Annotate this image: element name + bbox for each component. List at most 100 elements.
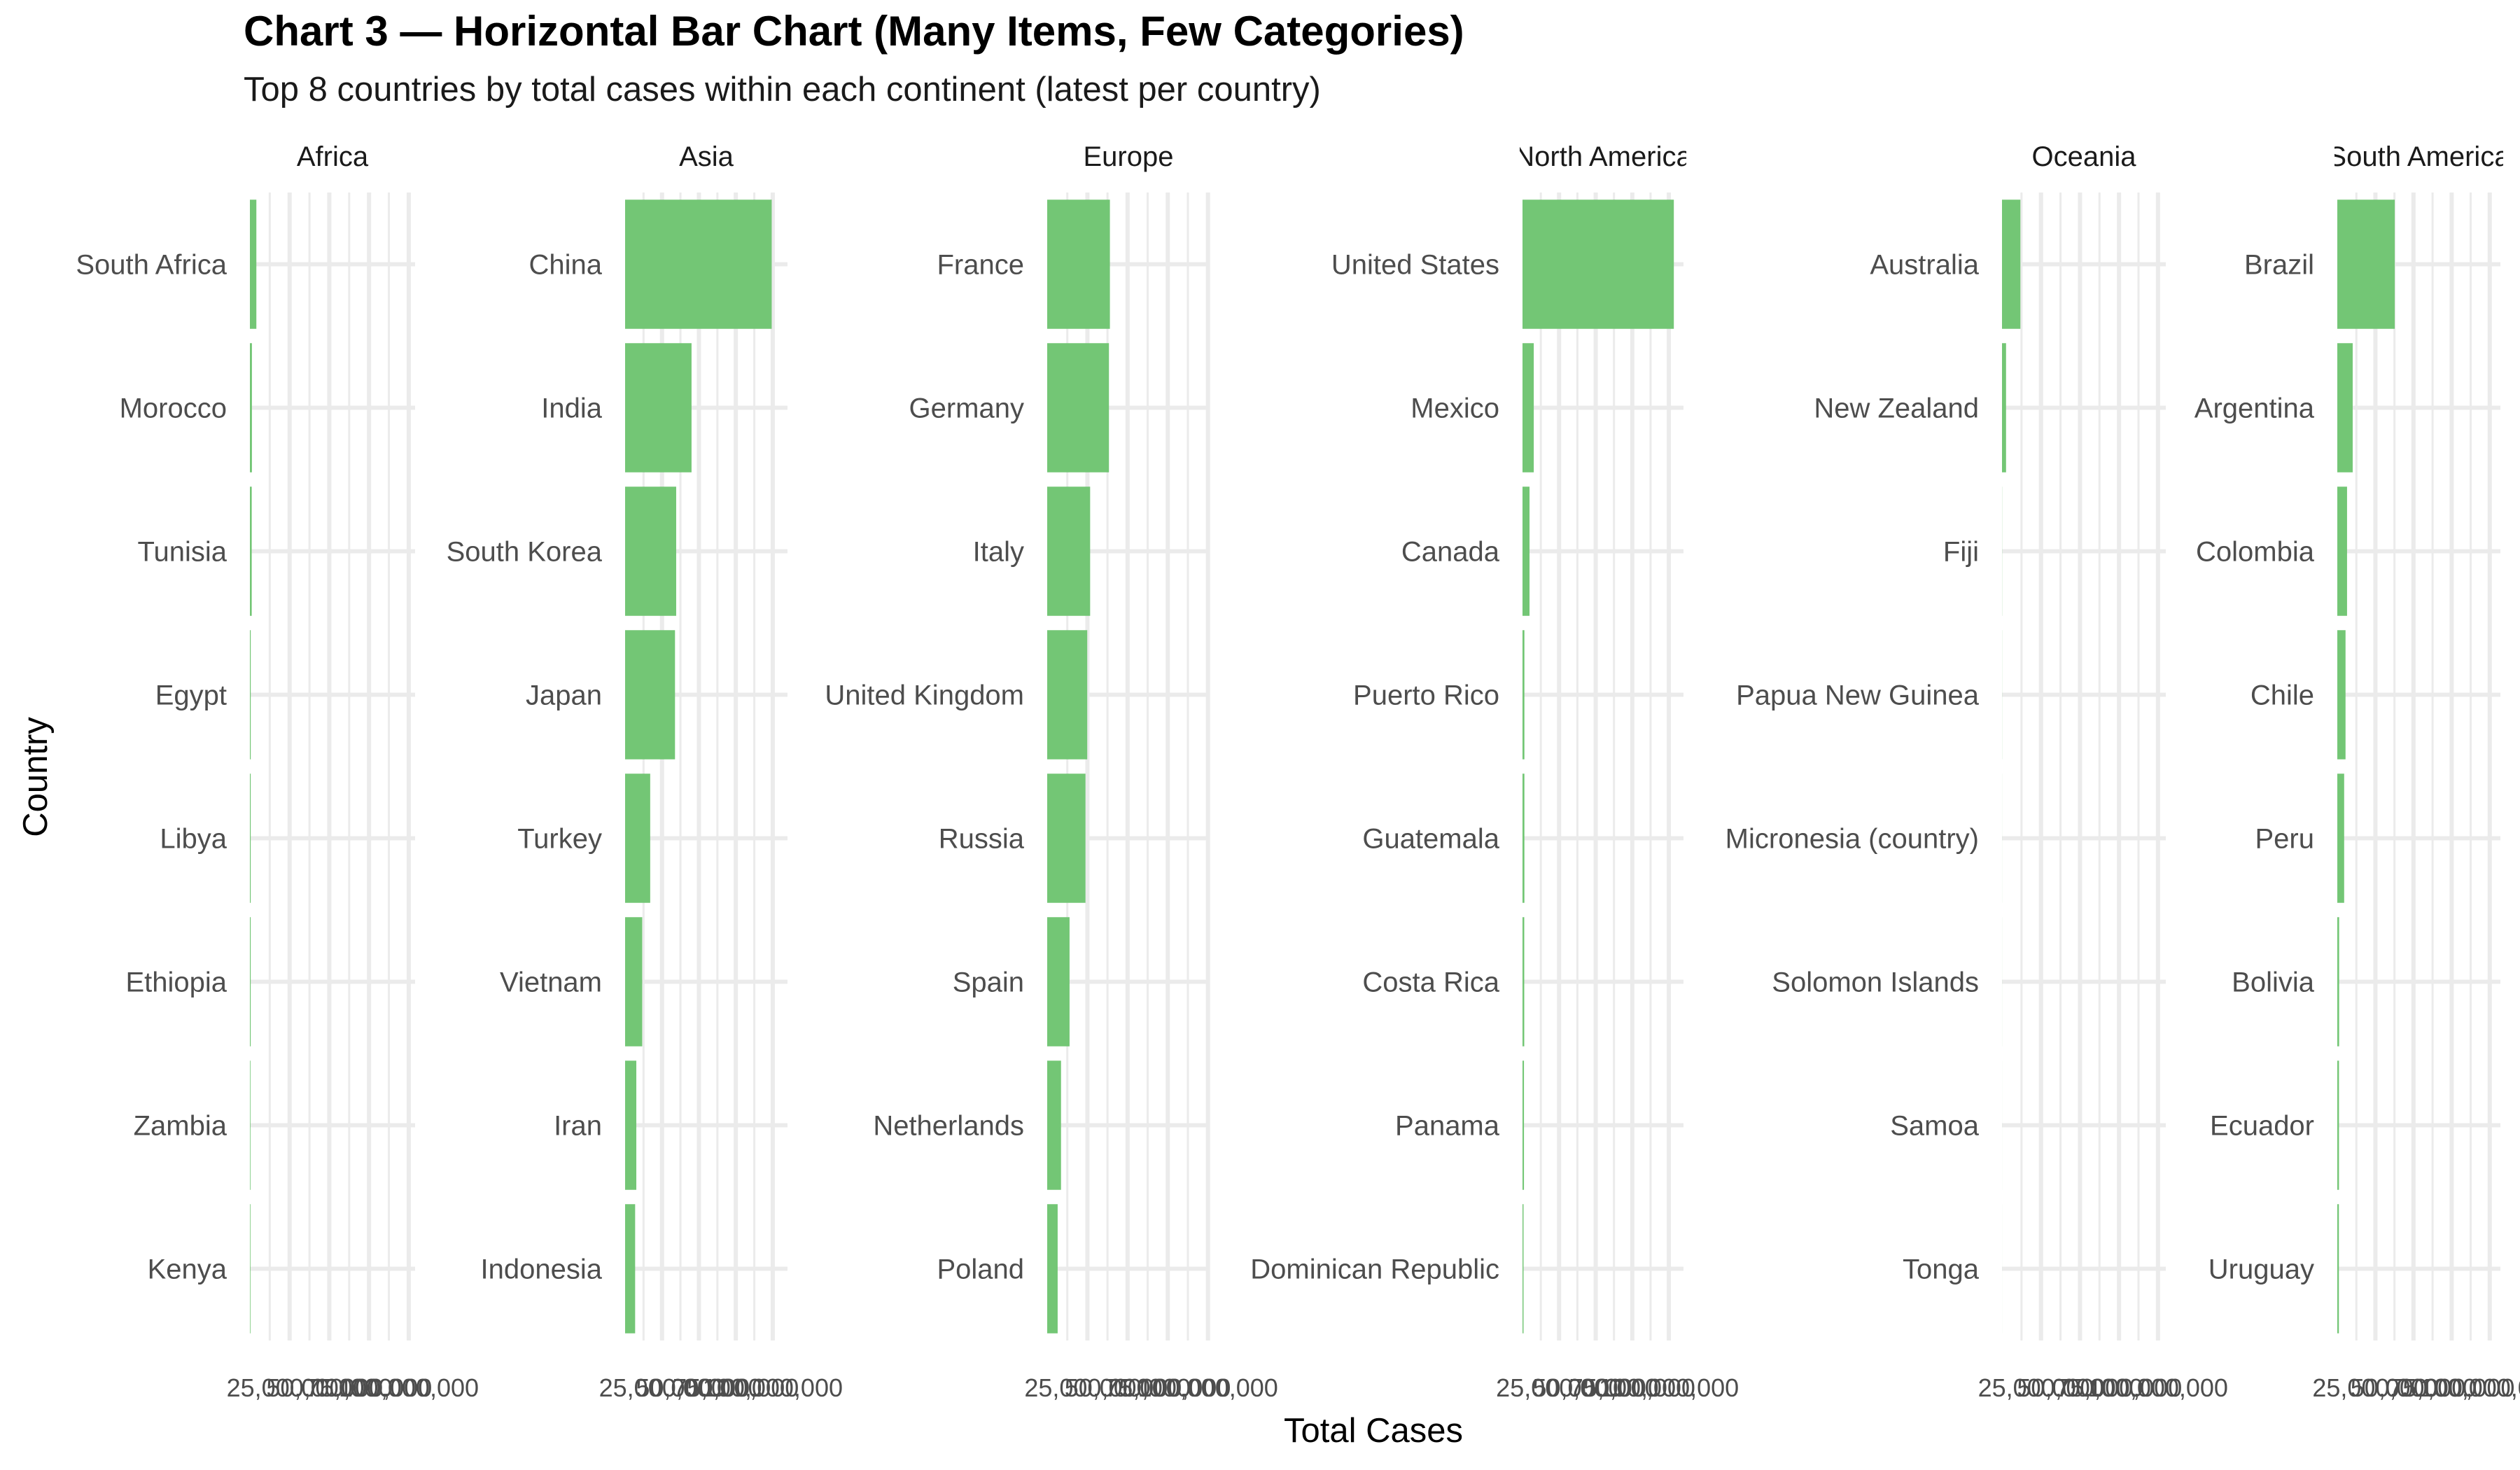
facet-strip-label: Oceania	[2032, 141, 2137, 172]
x-tick-label: 100,000,000	[1138, 1373, 1278, 1402]
facet-panel: Australia New Zealand Fiji Papua New Guinea…	[1726, 141, 2228, 1402]
category-label: Japan	[526, 680, 602, 711]
bar	[2337, 486, 2347, 616]
category-label: Dominican Republic	[1250, 1254, 1499, 1285]
category-label: Tonga	[1903, 1254, 1980, 1285]
category-label: Guatemala	[1362, 824, 1499, 855]
bar	[1047, 630, 1088, 760]
bar	[250, 630, 251, 760]
x-tick-label: 75,000,000	[2056, 1373, 2182, 1402]
bar	[625, 1204, 636, 1334]
bar	[625, 486, 676, 616]
y-axis-title: Country	[17, 717, 55, 837]
facet-panel: South Africa Morocco Tunisia Egypt Libya Ethi…	[76, 141, 479, 1402]
x-tick-label: 75,000,000	[306, 1373, 432, 1402]
bar	[1047, 1060, 1061, 1190]
category-label: Argentina	[2194, 393, 2315, 424]
category-label: South Korea	[447, 537, 603, 568]
x-tick-label: 100,000,000	[2088, 1373, 2228, 1402]
category-label: Bolivia	[2232, 967, 2315, 998]
x-tick-label: 25,000,000	[1978, 1373, 2104, 1402]
category-label: South Africa	[76, 250, 227, 281]
bar	[250, 486, 252, 616]
bar	[1047, 774, 1086, 903]
bar	[625, 1060, 637, 1190]
category-label: Brazil	[2244, 250, 2314, 281]
category-label: Solomon Islands	[1772, 967, 1979, 998]
facet-panel: China India South Korea Japan Turkey Vietnam I…	[447, 141, 843, 1402]
x-tick-label: 75,000,000	[673, 1373, 799, 1402]
category-label: Libya	[160, 824, 227, 855]
category-label: India	[541, 393, 602, 424]
bar	[250, 1060, 251, 1190]
bar	[250, 343, 252, 472]
category-label: Fiji	[1943, 537, 1979, 568]
category-label: Turkey	[517, 824, 602, 855]
bar	[625, 917, 643, 1046]
category-label: Egypt	[155, 680, 227, 711]
x-axis-title: Total Cases	[1284, 1412, 1463, 1450]
x-tick-label: 100,000,000	[339, 1373, 479, 1402]
category-label: Vietnam	[500, 967, 602, 998]
bar	[1522, 630, 1525, 760]
category-label: Samoa	[1890, 1111, 1979, 1142]
facet-panel: United States Mexico Canada Puerto Rico Guat…	[1250, 141, 1739, 1402]
category-label: Germany	[909, 393, 1025, 424]
facet-panel: Brazil Argentina Colombia Chile Peru Bolivia E…	[2194, 141, 2520, 1402]
x-tick-label: 25,000,000	[1496, 1373, 1622, 1402]
bar	[1522, 1204, 1524, 1334]
category-label: Uruguay	[2208, 1254, 2314, 1285]
category-label: Mexico	[1410, 393, 1499, 424]
chart-subtitle: Top 8 countries by total cases within ea…	[244, 71, 1321, 108]
bar	[2337, 917, 2339, 1046]
bar	[1047, 486, 1091, 616]
bar	[625, 630, 676, 760]
category-label: Italy	[973, 537, 1024, 568]
category-label: Zambia	[134, 1111, 227, 1142]
bar	[625, 343, 692, 472]
bar	[625, 200, 772, 329]
x-tick-label: 50,000,000	[636, 1373, 762, 1402]
bar	[1522, 343, 1534, 472]
category-label: Kenya	[148, 1254, 227, 1285]
category-label: Puerto Rico	[1353, 680, 1499, 711]
x-tick-label: 50,000,000	[266, 1373, 392, 1402]
bar	[2337, 630, 2346, 760]
category-label: Indonesia	[481, 1254, 603, 1285]
category-label: Ecuador	[2210, 1111, 2314, 1142]
bar	[1522, 774, 1525, 903]
x-tick-label: 100,000,000	[703, 1373, 843, 1402]
x-tick-label: 25,000,000	[1024, 1373, 1150, 1402]
x-tick-label: 75,000,000	[2388, 1373, 2514, 1402]
category-label: Chile	[2250, 680, 2314, 711]
category-label: Colombia	[2196, 537, 2315, 568]
bar	[1047, 1204, 1058, 1334]
bar	[625, 774, 650, 903]
bar	[1522, 1060, 1525, 1190]
bar	[2002, 200, 2021, 329]
bar	[2337, 200, 2395, 329]
category-label: Poland	[937, 1254, 1024, 1285]
x-tick-label: 25,000,000	[2312, 1373, 2438, 1402]
bar	[2002, 343, 2006, 472]
bar	[1522, 917, 1525, 1046]
facet-strip-label: South America	[2328, 141, 2510, 172]
category-label: United States	[1331, 250, 1499, 281]
bar	[250, 917, 251, 1046]
bar	[2337, 1060, 2339, 1190]
x-tick-label: 100,000,000	[2420, 1373, 2520, 1402]
bar	[1047, 343, 1110, 472]
chart-title: Chart 3 — Horizontal Bar Chart (Many Ite…	[244, 8, 1464, 55]
category-label: Panama	[1395, 1111, 1500, 1142]
category-label: Australia	[1870, 250, 1979, 281]
category-label: New Zealand	[1814, 393, 1979, 424]
x-tick-label: 75,000,000	[1105, 1373, 1231, 1402]
facet-strip-label: Africa	[297, 141, 369, 172]
category-label: Spain	[953, 967, 1024, 998]
category-label: Ethiopia	[125, 967, 227, 998]
x-tick-label: 25,000,000	[227, 1373, 353, 1402]
category-label: Micronesia (country)	[1726, 824, 1979, 855]
x-tick-label: 50,000,000	[2351, 1373, 2477, 1402]
bar	[2337, 774, 2344, 903]
